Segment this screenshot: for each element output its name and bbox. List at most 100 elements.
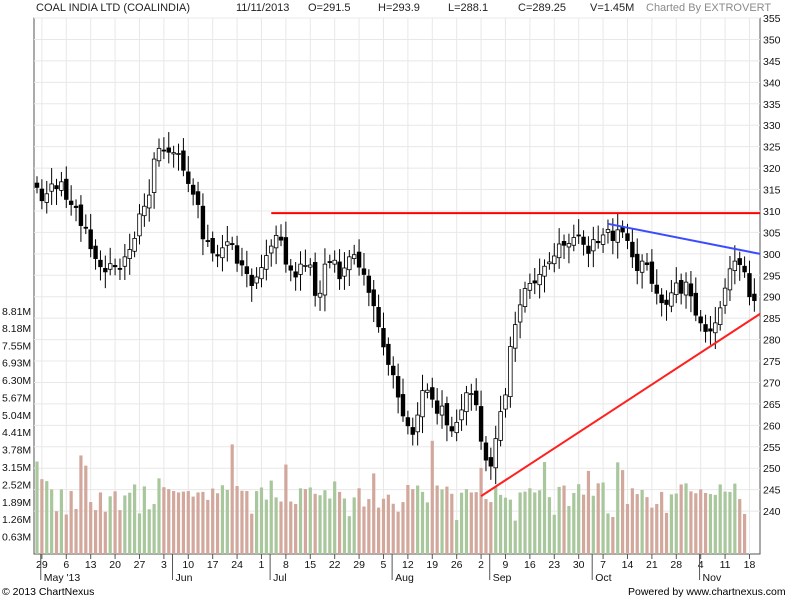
volume-bar xyxy=(616,462,620,554)
date-tick-label: 12 xyxy=(402,559,414,571)
volume-bar xyxy=(220,485,225,554)
volume-tick-label: 7.55M xyxy=(2,341,31,353)
candle-body xyxy=(205,240,210,242)
volume-bar xyxy=(503,497,508,554)
month-label: Aug xyxy=(395,572,414,584)
volume-bar xyxy=(469,492,473,554)
candle-body xyxy=(420,390,425,418)
price-tick-label: 285 xyxy=(763,313,781,325)
price-tick-label: 260 xyxy=(763,420,781,432)
volume-bar xyxy=(445,486,449,554)
volume-bar xyxy=(142,486,146,554)
volume-bar xyxy=(240,490,244,554)
volume-bar xyxy=(630,488,634,554)
price-tick-label: 330 xyxy=(763,120,781,132)
price-tick-label: 295 xyxy=(763,270,781,282)
volume-bar xyxy=(294,504,298,554)
candle-body xyxy=(566,243,572,248)
candle-body xyxy=(576,234,581,237)
price-tick-label: 290 xyxy=(763,292,781,304)
copyright-label: © 2013 ChartNexus xyxy=(2,586,95,598)
candle-body xyxy=(434,400,440,414)
price-tick-label: 310 xyxy=(763,206,781,218)
candle-body xyxy=(513,324,518,349)
volume-bar xyxy=(245,491,249,554)
volume-bar xyxy=(274,497,278,554)
candle-body xyxy=(561,241,567,246)
date-tick-label: 30 xyxy=(573,559,585,571)
volume-bar xyxy=(167,489,171,554)
volume-bar xyxy=(391,503,395,554)
candle-body xyxy=(430,387,435,400)
volume-bar xyxy=(660,491,664,554)
candle-body xyxy=(356,251,362,268)
volume-bar xyxy=(577,484,581,554)
volume-bar xyxy=(601,482,605,554)
candle-body xyxy=(278,236,284,241)
stock-title: COAL INDIA LTD (COALINDIA) xyxy=(36,2,191,14)
candle-body xyxy=(332,259,337,265)
volume-bar xyxy=(342,498,347,554)
date-axis: 29 6 13 20 27 3 10 17 24 1 8 15 22 29 5 12 19 26 2 9 16 23 30 7… xyxy=(36,554,755,584)
date-tick-label: 6 xyxy=(63,559,69,571)
candle-body xyxy=(473,390,479,406)
volume-bar xyxy=(367,499,371,554)
powered-by-link[interactable]: Powered by www.chartnexus.com xyxy=(628,586,786,598)
volume-bar xyxy=(664,512,669,554)
candle-body xyxy=(537,274,542,286)
plot-area[interactable] xyxy=(33,17,761,555)
candle-body xyxy=(327,261,332,263)
candle-body xyxy=(283,237,289,265)
volume-bar xyxy=(723,491,727,554)
volume-bar xyxy=(40,479,44,554)
date-tick-label: 5 xyxy=(381,559,387,571)
volume-bar xyxy=(230,444,234,554)
candle-body xyxy=(693,292,698,316)
volume-bar xyxy=(328,498,332,554)
price-tick-label: 350 xyxy=(763,34,781,46)
price-tick-label: 255 xyxy=(763,442,781,454)
volume-bar xyxy=(420,491,425,554)
date-tick-label: 26 xyxy=(451,559,463,571)
volume-bar xyxy=(669,494,673,554)
candle-body xyxy=(503,394,508,410)
price-axis: 240 245 250 255 260 265 270 275 280 285 290 295 300 3… xyxy=(763,13,781,518)
volume-bar xyxy=(606,513,610,554)
volume-bar xyxy=(264,499,268,554)
date-tick-label: 28 xyxy=(670,559,682,571)
volume-bar xyxy=(508,499,512,554)
candle-body xyxy=(229,243,235,245)
price-tick-label: 265 xyxy=(763,399,781,411)
volume-bar xyxy=(674,493,678,554)
candle-body xyxy=(722,287,728,306)
price-tick-label: 250 xyxy=(763,463,781,475)
candle-body xyxy=(176,153,181,155)
candle-body xyxy=(366,275,372,293)
candle-body xyxy=(161,149,167,152)
volume-bar xyxy=(474,492,478,554)
volume-bar xyxy=(640,489,644,554)
date-tick-label: 4 xyxy=(698,559,704,571)
volume-bar xyxy=(147,509,151,554)
volume-bar xyxy=(733,483,737,554)
volume-bar xyxy=(645,497,649,554)
candle-body xyxy=(151,158,157,193)
volume-bar xyxy=(191,496,195,554)
candle-body xyxy=(49,183,54,192)
volume-bar xyxy=(172,491,176,554)
candle-body xyxy=(591,239,596,252)
price-tick-label: 345 xyxy=(763,56,781,68)
candle-body xyxy=(683,281,689,296)
volume-bar xyxy=(377,507,381,554)
volume-bar xyxy=(250,513,254,554)
candle-body xyxy=(395,376,401,398)
candle-body xyxy=(312,262,318,296)
volume-bar xyxy=(557,486,561,554)
candle-body xyxy=(288,265,293,271)
volume-bar xyxy=(533,492,537,554)
volume-bar xyxy=(635,494,639,554)
candle-body xyxy=(239,260,245,266)
volume-bar xyxy=(655,504,659,554)
candle-body xyxy=(78,204,84,226)
